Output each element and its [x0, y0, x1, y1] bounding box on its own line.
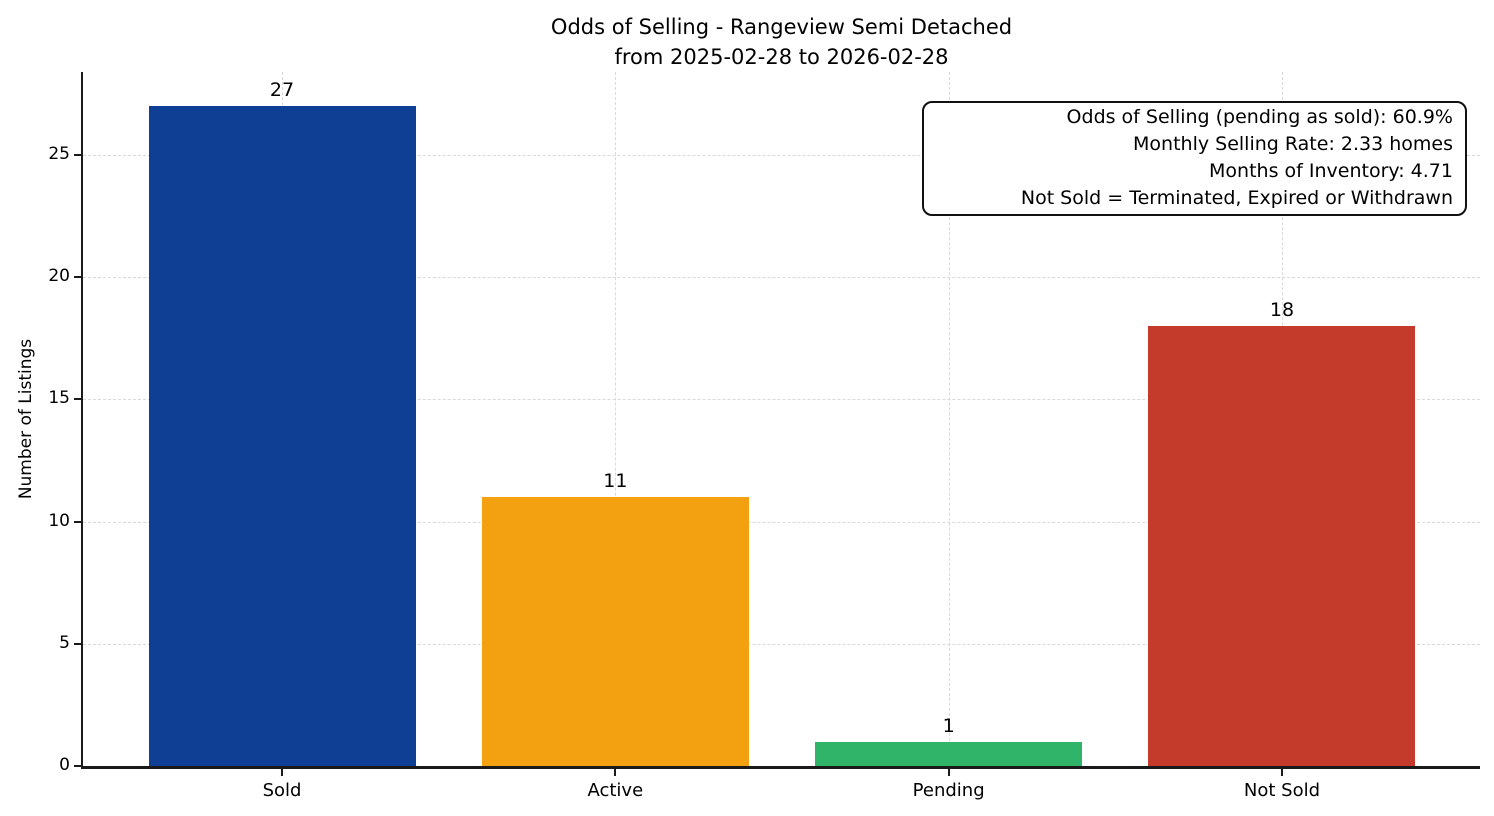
y-tick-label: 5 — [59, 632, 70, 653]
y-tick-label: 20 — [48, 266, 70, 287]
annotation-line-odds-of-selling: Odds of Selling (pending as sold): 60.9% — [1066, 106, 1453, 128]
stats-annotation-box: Odds of Selling (pending as sold): 60.9%… — [922, 101, 1467, 216]
x-tick-label-sold: Sold — [262, 780, 302, 801]
x-tick-label-active: Active — [587, 780, 644, 801]
x-tick-label-not-sold: Not Sold — [1243, 780, 1321, 801]
y-tick-label: 25 — [48, 144, 70, 165]
chart-title: Odds of Selling - Rangeview Semi Detache… — [550, 15, 1013, 39]
annotation-line-monthly-selling-rate: Monthly Selling Rate: 2.33 homes — [1133, 133, 1453, 155]
y-axis-label: Number of Listings — [16, 338, 36, 500]
x-tick-label-pending: Pending — [912, 780, 985, 801]
plot-area — [81, 72, 1480, 769]
y-tick-label: 10 — [48, 510, 70, 531]
annotation-line-not-sold-definition: Not Sold = Terminated, Expired or Withdr… — [1020, 187, 1453, 209]
y-tick-label: 0 — [59, 755, 70, 775]
chart-title-block: Odds of Selling - Rangeview Semi Detache… — [83, 12, 1480, 72]
annotation-line-months-of-inventory: Months of Inventory: 4.71 — [1209, 160, 1453, 182]
chart-subtitle: from 2025-02-28 to 2026-02-28 — [614, 45, 949, 69]
